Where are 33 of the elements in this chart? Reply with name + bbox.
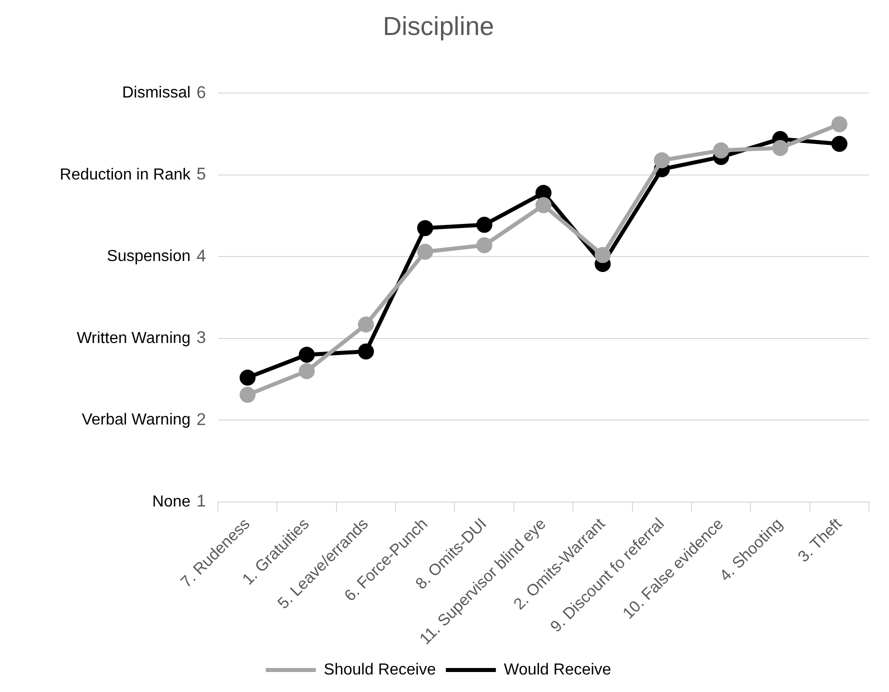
y-tick-label: 2 [196, 410, 206, 429]
point [594, 247, 611, 264]
text: Dismissal [122, 84, 191, 102]
point [240, 386, 256, 403]
point [240, 370, 256, 386]
point [713, 142, 730, 158]
text: Reduction in Rank [60, 166, 192, 184]
point [417, 220, 434, 236]
point [476, 216, 492, 233]
y-tick-label: 5 [196, 164, 206, 184]
point [772, 140, 788, 156]
text: Suspension [106, 248, 191, 266]
y-tick-label: 4 [196, 246, 206, 266]
y-tick-label: 3 [196, 328, 206, 348]
point [831, 136, 848, 152]
legend-label: Would Receive [504, 661, 612, 678]
point [358, 343, 374, 360]
y-tick-label: 6 [196, 82, 206, 102]
y-tick-label: 1 [196, 492, 206, 511]
point [298, 363, 315, 380]
point [417, 244, 434, 260]
point [654, 152, 670, 168]
point [831, 116, 848, 132]
point [536, 184, 552, 201]
point [358, 316, 374, 333]
point [298, 346, 315, 363]
point [476, 237, 492, 254]
point [536, 197, 552, 214]
text: None [152, 493, 191, 510]
text: Verbal Warning [82, 412, 191, 429]
text: Written Warning [76, 330, 191, 347]
chart-title: Discipline [382, 10, 494, 41]
legend-label: Should Receive [324, 661, 436, 678]
